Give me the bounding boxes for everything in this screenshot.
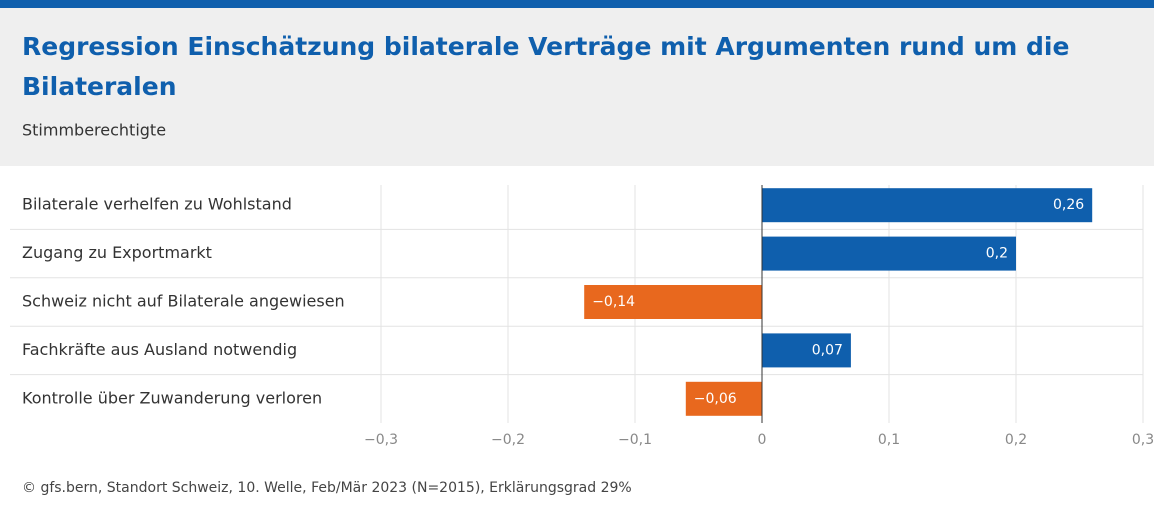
chart-title: Bilateralen — [22, 72, 177, 101]
value-label: −0,06 — [694, 391, 737, 407]
category-label: Bilaterale verhelfen zu Wohlstand — [22, 195, 292, 214]
category-label: Schweiz nicht auf Bilaterale angewiesen — [22, 292, 345, 311]
x-tick-label: −0,3 — [364, 432, 398, 448]
x-tick-label: −0,2 — [491, 432, 525, 448]
x-tick-label: −0,1 — [618, 432, 652, 448]
x-tick-label: 0 — [758, 432, 767, 448]
value-label: −0,14 — [592, 294, 635, 310]
bar — [762, 236, 1016, 271]
value-label: 0,07 — [812, 342, 843, 358]
bar — [762, 333, 851, 368]
bar — [584, 285, 762, 319]
category-label: Fachkräfte aus Ausland notwendig — [22, 340, 297, 359]
footer: © gfs.bern, Standort Schweiz, 10. Welle,… — [22, 480, 632, 496]
x-tick-label: 0,3 — [1132, 432, 1154, 448]
x-tick-label: 0,2 — [1005, 432, 1027, 448]
category-label: Kontrolle über Zuwanderung verloren — [22, 388, 322, 407]
value-label: 0,2 — [986, 246, 1008, 262]
chart-subtitle: Stimmberechtigte — [22, 121, 166, 140]
bar — [685, 381, 762, 416]
chart-title: Regression Einschätzung bilaterale Vertr… — [22, 32, 1069, 61]
x-tick-label: 0,1 — [878, 432, 900, 448]
value-label: 0,26 — [1053, 197, 1084, 213]
top-stripe — [0, 0, 1154, 8]
header-background — [0, 8, 1154, 166]
category-label: Zugang zu Exportmarkt — [22, 243, 212, 262]
bar — [762, 188, 1093, 223]
